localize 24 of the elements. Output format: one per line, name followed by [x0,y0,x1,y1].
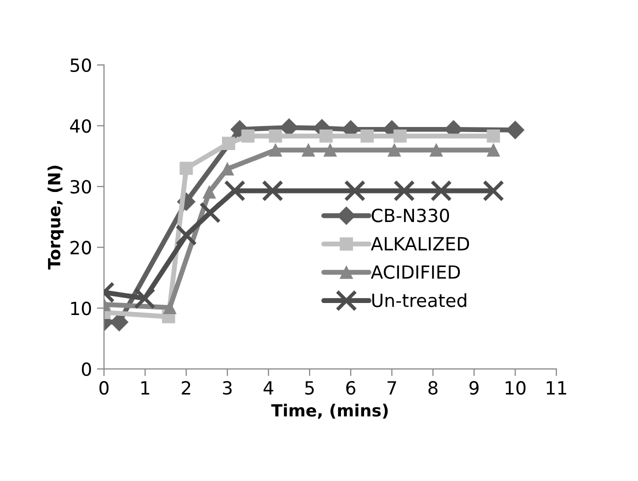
x-tick-label: 7 [388,381,396,394]
y-tick-label: 20 [70,240,91,254]
y-tick-label: 30 [70,180,91,194]
x-tick-label: 2 [182,381,190,394]
y-tick-label: 10 [71,302,91,316]
x-tick-label: 6 [346,381,356,395]
y-axis-title: Torque, (N) [48,166,64,270]
legend-label: Un-treated [372,293,466,308]
x-tick-label: 9 [469,381,479,395]
x-axis-title: Time, (mins) [271,404,388,419]
legend-label: CB-N330 [372,208,450,222]
x-tick-label: 1 [141,381,150,394]
x-tick-label: 3 [222,381,232,395]
legend-label: ACIDIFIED [370,265,460,279]
x-tick-label: 10 [506,381,526,395]
x-tick-label: 4 [264,381,274,394]
x-tick-label: 0 [99,381,109,395]
y-tick-label: 40 [70,119,91,133]
y-tick-label: 50 [70,58,91,72]
x-tick-label: 5 [305,381,314,395]
x-tick-label: 8 [428,381,438,395]
legend-label: ALKALIZED [370,237,470,250]
x-tick-label: 11 [546,381,566,394]
y-tick-label: 0 [82,362,91,376]
